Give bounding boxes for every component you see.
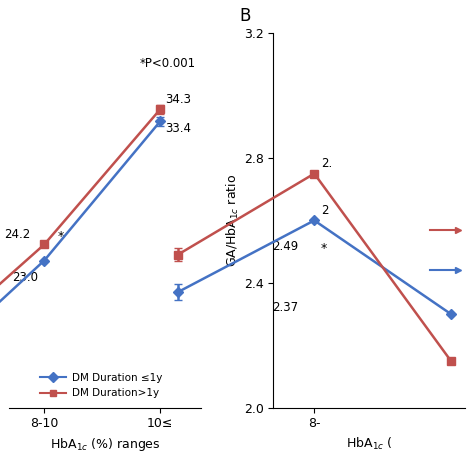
Text: *: * <box>321 242 328 255</box>
Text: 33.4: 33.4 <box>165 122 191 135</box>
Text: *P<0.001: *P<0.001 <box>139 56 195 70</box>
Legend: DM Duration ≤1y, DM Duration>1y: DM Duration ≤1y, DM Duration>1y <box>36 369 166 402</box>
Text: B: B <box>239 7 250 25</box>
Text: 2.37: 2.37 <box>272 301 298 314</box>
X-axis label: HbA$_{1c}$ (: HbA$_{1c}$ ( <box>346 436 392 452</box>
Text: 23.0: 23.0 <box>12 271 38 283</box>
Text: *: * <box>58 230 64 244</box>
Text: 2.49: 2.49 <box>272 240 298 253</box>
Text: 24.2: 24.2 <box>4 228 30 241</box>
Text: 2: 2 <box>321 204 328 217</box>
X-axis label: HbA$_{1c}$ (%) ranges: HbA$_{1c}$ (%) ranges <box>50 436 160 453</box>
Text: 34.3: 34.3 <box>165 93 191 106</box>
Y-axis label: GA/HbA$_{1c}$ ratio: GA/HbA$_{1c}$ ratio <box>225 174 241 267</box>
Text: 2.: 2. <box>321 157 332 170</box>
